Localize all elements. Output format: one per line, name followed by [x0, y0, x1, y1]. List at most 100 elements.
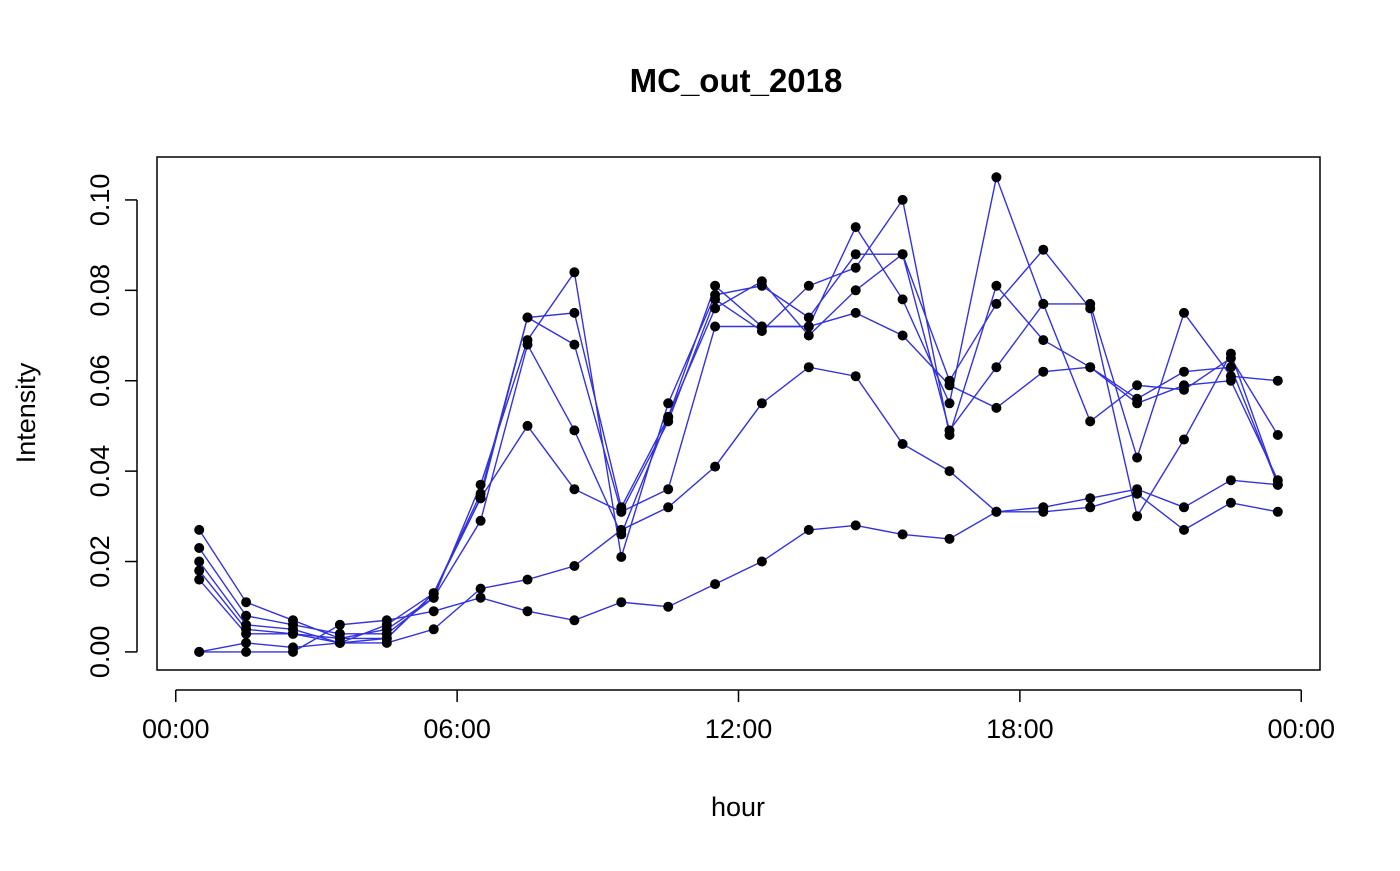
data-point-s7-5 [381, 615, 392, 626]
data-point-s6-24 [1272, 479, 1283, 490]
data-point-s1-15 [850, 222, 861, 233]
y-tick-label: 0.08 [85, 264, 115, 317]
data-point-s5-17 [944, 380, 955, 391]
data-point-s5-22 [1179, 366, 1189, 377]
data-point-s5-3 [288, 628, 298, 639]
data-point-s4-22 [1179, 384, 1189, 395]
series-line-4 [198, 253, 1279, 640]
data-point-s2-22 [1179, 434, 1189, 445]
data-point-s4-5 [381, 624, 392, 635]
y-tick-label: 0.02 [85, 535, 115, 588]
data-point-s3-8 [522, 312, 533, 323]
data-point-s5-15 [850, 307, 861, 318]
data-point-s4-18 [991, 362, 1002, 373]
data-point-s6-2 [241, 637, 252, 648]
data-point-s7-10 [616, 597, 627, 608]
data-point-s1-21 [1132, 452, 1143, 463]
data-point-s6-16 [897, 439, 908, 449]
data-point-s6-11 [663, 502, 674, 513]
data-point-s5-20 [1085, 362, 1096, 373]
data-point-s7-7 [475, 592, 486, 603]
series-line-5 [198, 312, 1279, 644]
data-point-s7-22 [1179, 524, 1189, 535]
data-point-s2-2 [241, 610, 252, 621]
data-point-s6-6 [428, 624, 439, 635]
data-point-s5-2 [241, 628, 252, 639]
data-point-s2-20 [1085, 303, 1096, 314]
data-point-s5-21 [1132, 393, 1143, 404]
data-point-s1-9 [569, 307, 580, 318]
plot-area-frame [156, 156, 1321, 671]
data-point-s1-2 [241, 597, 252, 608]
data-point-s3-18 [991, 280, 1002, 291]
data-point-s2-7 [475, 479, 486, 490]
data-point-s7-17 [944, 533, 955, 544]
data-point-s2-11 [663, 398, 674, 409]
data-point-s5-13 [756, 321, 767, 332]
data-point-s5-23 [1225, 362, 1236, 373]
data-point-s4-11 [663, 411, 674, 422]
data-point-s7-11 [663, 601, 674, 612]
data-point-s4-15 [850, 285, 861, 296]
data-point-s7-4 [334, 619, 345, 630]
data-point-s6-17 [944, 466, 955, 477]
data-point-s7-13 [756, 556, 767, 567]
data-point-s6-14 [803, 362, 814, 373]
data-point-s4-16 [897, 249, 908, 260]
data-point-s2-14 [803, 312, 814, 323]
data-point-s4-19 [1038, 298, 1049, 309]
data-point-s7-20 [1085, 502, 1096, 513]
data-point-s7-12 [710, 579, 721, 590]
series-line-1 [198, 174, 1278, 640]
x-tick-label: 06:00 [423, 714, 491, 744]
data-point-s2-1 [194, 543, 205, 553]
data-point-s2-9 [569, 267, 580, 278]
data-point-s4-24 [1272, 430, 1283, 440]
data-point-s7-6 [428, 606, 439, 617]
data-point-s7-14 [803, 524, 814, 535]
data-point-s5-6 [428, 588, 439, 599]
data-point-s3-14 [803, 280, 814, 291]
data-point-s6-9 [569, 561, 580, 571]
data-point-s1-17 [944, 398, 955, 409]
data-point-s3-12 [710, 294, 721, 305]
data-point-s2-10 [616, 552, 627, 562]
data-point-s5-8 [522, 420, 533, 431]
data-point-s5-1 [194, 574, 205, 585]
x-tick-label: 18:00 [986, 714, 1054, 744]
data-point-s4-9 [569, 425, 580, 436]
data-point-s7-9 [569, 615, 580, 626]
x-axis-label: hour [711, 792, 765, 822]
data-point-s7-18 [991, 506, 1002, 517]
data-point-s3-23 [1225, 375, 1236, 386]
data-point-s2-19 [1038, 244, 1049, 255]
y-axis: 0.00 0.02 0.04 0.06 0.08 0.10 [85, 174, 138, 678]
data-point-s6-8 [522, 574, 533, 585]
data-point-s6-12 [710, 461, 721, 472]
data-point-s1-24 [1272, 375, 1283, 386]
x-tick-label: 00:00 [142, 714, 210, 744]
data-point-s6-15 [850, 371, 861, 382]
data-point-s5-10 [616, 506, 627, 517]
data-point-s5-9 [569, 484, 580, 495]
y-tick-label: 0.04 [85, 445, 115, 498]
series-line-7 [199, 492, 1278, 653]
data-point-s4-8 [522, 339, 533, 350]
data-point-s7-2 [241, 646, 252, 657]
data-point-s7-19 [1038, 506, 1049, 517]
data-point-s4-1 [194, 565, 205, 576]
x-axis: 00:00 06:00 12:00 18:00 00:00 [142, 689, 1335, 744]
chart-title: MC_out_2018 [630, 62, 843, 99]
series-line-6 [199, 366, 1278, 653]
data-point-s6-10 [616, 524, 627, 535]
data-point-s7-21 [1132, 488, 1143, 499]
data-point-s1-12 [710, 280, 721, 291]
data-point-s6-23 [1225, 475, 1236, 486]
data-point-s7-15 [850, 520, 861, 531]
x-tick-label: 12:00 [705, 714, 773, 744]
data-point-s6-20 [1085, 493, 1096, 504]
data-point-s6-13 [756, 398, 767, 409]
data-point-s3-19 [1038, 335, 1049, 346]
